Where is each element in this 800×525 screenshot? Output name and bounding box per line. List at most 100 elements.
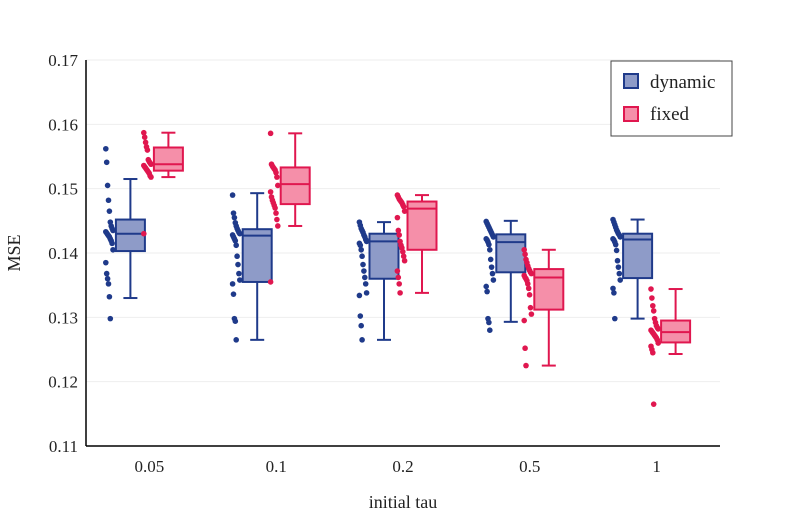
data-point xyxy=(110,227,116,234)
data-point xyxy=(525,281,531,287)
data-point xyxy=(650,308,657,314)
data-point xyxy=(394,268,401,274)
box-dynamic-0 xyxy=(103,145,146,322)
data-point xyxy=(232,237,239,244)
y-tick-label: 0.15 xyxy=(48,180,78,199)
data-point xyxy=(400,248,406,255)
data-point xyxy=(273,210,279,216)
data-point xyxy=(148,174,154,180)
data-point xyxy=(362,274,368,281)
data-point xyxy=(103,259,109,266)
data-point xyxy=(488,264,495,270)
box-series-group xyxy=(103,129,692,407)
data-point xyxy=(109,240,115,247)
box-fixed-1 xyxy=(267,130,311,285)
data-point xyxy=(105,281,112,287)
y-tick-label: 0.11 xyxy=(49,437,78,456)
data-point xyxy=(106,293,113,300)
data-point xyxy=(236,270,242,277)
data-point xyxy=(267,189,274,195)
data-point xyxy=(360,261,366,268)
data-point xyxy=(528,311,535,317)
data-point xyxy=(142,139,149,146)
box-iqr xyxy=(622,232,654,280)
data-point xyxy=(521,317,527,324)
data-point xyxy=(396,281,403,287)
data-point xyxy=(237,230,243,237)
data-point xyxy=(141,134,148,140)
box-iqr xyxy=(495,233,527,274)
data-point xyxy=(267,130,274,137)
data-point xyxy=(230,210,237,216)
y-tick-labels: 0.11 0.12 0.13 0.14 0.15 0.16 0.17 xyxy=(48,51,78,456)
data-point xyxy=(273,169,279,176)
data-point xyxy=(528,270,535,277)
data-point xyxy=(650,302,656,309)
data-point xyxy=(526,292,533,298)
data-point xyxy=(483,283,490,290)
x-tick-label: 0.05 xyxy=(135,457,165,476)
data-point xyxy=(525,285,532,292)
data-point xyxy=(141,129,147,136)
data-point xyxy=(650,349,656,356)
box-iqr xyxy=(241,228,273,283)
data-point xyxy=(486,319,492,326)
data-point xyxy=(395,274,402,281)
box-fixed-4 xyxy=(648,286,692,407)
box-iqr xyxy=(152,146,184,172)
x-tick-label: 1 xyxy=(652,457,661,476)
data-point xyxy=(233,337,239,343)
data-point xyxy=(267,279,274,285)
data-point xyxy=(610,285,616,292)
x-tick-label: 0.1 xyxy=(266,457,287,476)
box-iqr xyxy=(114,218,146,253)
data-point xyxy=(148,161,154,168)
data-point xyxy=(229,192,236,198)
legend-label-dynamic: dynamic xyxy=(650,72,715,93)
data-point xyxy=(655,340,661,346)
data-point xyxy=(229,281,236,287)
box-dynamic-1 xyxy=(229,192,273,343)
data-point xyxy=(359,253,365,260)
data-point xyxy=(357,242,364,249)
data-point xyxy=(106,208,113,214)
data-point xyxy=(617,277,623,283)
series-dynamic xyxy=(103,145,654,343)
data-point xyxy=(357,313,364,319)
legend-swatch-dynamic xyxy=(623,73,639,89)
series-fixed xyxy=(141,129,692,407)
box-fixed-3 xyxy=(521,246,565,369)
data-point xyxy=(363,290,370,296)
y-tick-label: 0.12 xyxy=(48,373,78,392)
box-iqr xyxy=(533,268,565,311)
data-point xyxy=(358,246,365,253)
data-point xyxy=(361,268,367,274)
data-point xyxy=(522,345,528,352)
data-point xyxy=(234,253,240,260)
data-point xyxy=(272,205,278,211)
data-point xyxy=(611,290,617,296)
y-tick-label: 0.13 xyxy=(48,308,78,327)
data-point xyxy=(144,147,151,153)
data-point xyxy=(614,257,621,264)
data-point xyxy=(237,277,243,283)
data-point xyxy=(104,275,111,282)
data-point xyxy=(358,322,365,329)
data-point xyxy=(275,223,281,229)
data-point xyxy=(655,326,661,332)
x-tick-label: 0.5 xyxy=(519,457,540,476)
y-axis-title: MSE xyxy=(4,234,24,271)
data-point xyxy=(401,257,408,264)
box-fixed-0 xyxy=(141,129,184,237)
data-point xyxy=(486,241,492,248)
data-point xyxy=(275,182,281,189)
data-point xyxy=(612,315,618,322)
box-iqr xyxy=(279,166,311,206)
box-dynamic-3 xyxy=(483,218,527,334)
data-point xyxy=(489,270,496,277)
data-point xyxy=(230,291,237,297)
data-point xyxy=(232,318,239,324)
data-point xyxy=(400,203,407,210)
data-point xyxy=(487,256,494,263)
data-point xyxy=(612,241,619,248)
